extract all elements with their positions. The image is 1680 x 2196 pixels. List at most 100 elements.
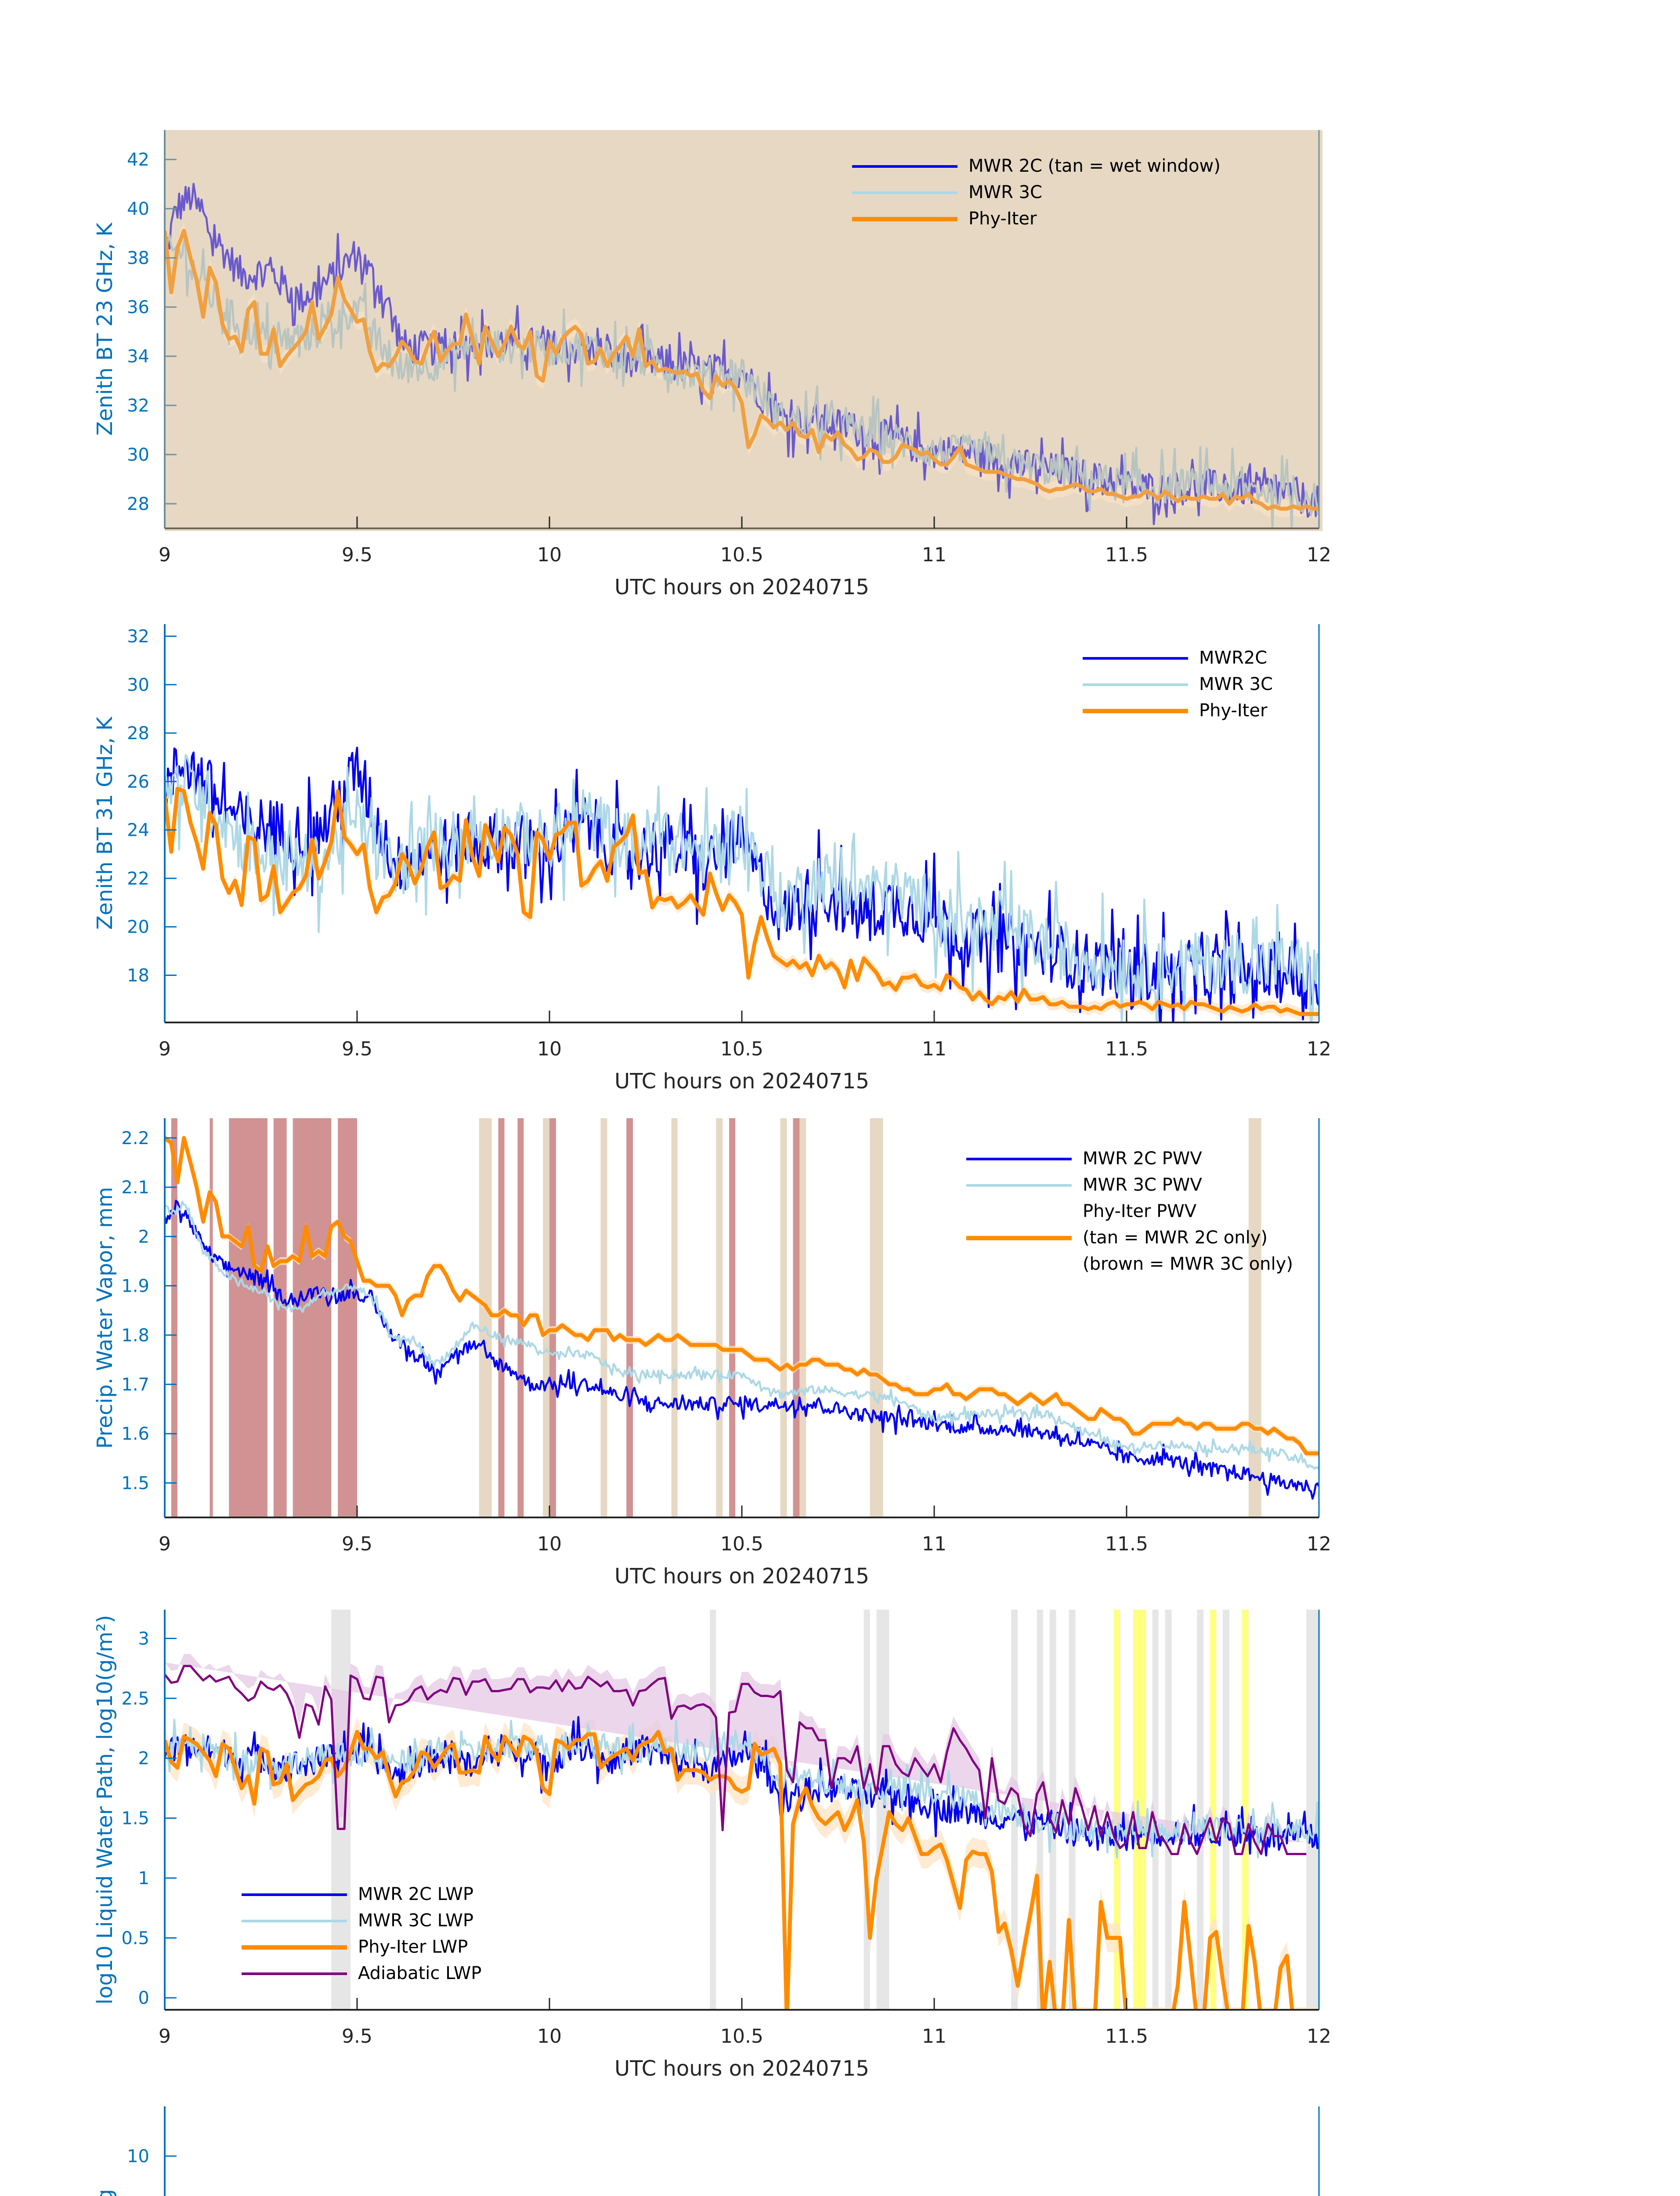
shaded-region-brown xyxy=(338,1118,357,1517)
plot-area xyxy=(165,1610,1319,2010)
shaded-region-brown xyxy=(549,1118,556,1517)
shaded-region-yellow xyxy=(1242,1610,1249,2010)
legend-entry-label: MWR 2C PWV xyxy=(1083,1149,1202,1169)
x-tick-label: 11 xyxy=(922,1533,947,1555)
series-line-mwr-3c xyxy=(165,234,1319,528)
y-tick-label: 22 xyxy=(127,869,149,889)
y-tick-label: 42 xyxy=(127,150,149,170)
x-tick-label: 10.5 xyxy=(720,1038,763,1060)
x-tick-label: 11.5 xyxy=(1105,1533,1148,1555)
shaded-region-gray xyxy=(1152,1610,1159,2010)
y-axis-label: log10 Liquid Water Path, log10(g/m²) xyxy=(93,1615,117,2005)
x-tick-label: 11.5 xyxy=(1105,544,1148,566)
y-tick-label: 30 xyxy=(127,675,149,695)
y-tick-label: 40 xyxy=(127,199,149,219)
shaded-region-tan xyxy=(600,1118,607,1517)
shaded-region-brown xyxy=(498,1118,505,1517)
legend: MWR 2C PWV MWR 3C PWV Phy-Iter PWV (tan = M… xyxy=(966,1149,1293,1274)
x-tick-label: 10 xyxy=(537,1038,562,1060)
x-tick-label: 11 xyxy=(922,2025,947,2048)
shaded-region-yellow xyxy=(1210,1610,1217,2010)
y-tick-label: 2.1 xyxy=(121,1177,149,1198)
series-line-phy-iter xyxy=(165,229,1319,511)
y-tick-label: 30 xyxy=(127,445,149,465)
legend-entry-label: Adiabatic LWP xyxy=(358,1963,481,1983)
legend-entry-label: MWR 3C LWP xyxy=(358,1911,473,1931)
series-line-mwr-3c-pwv xyxy=(165,1200,1319,1470)
x-tick-label: 12 xyxy=(1307,1038,1331,1060)
x-tick-label: 9.5 xyxy=(342,2025,372,2048)
y-tick-label: 1.8 xyxy=(121,1326,149,1346)
x-tick-label: 12 xyxy=(1307,2025,1331,2048)
x-tick-label: 11 xyxy=(922,1038,947,1060)
shaded-region-yellow xyxy=(1114,1610,1120,2010)
y-axis-label: Zenith BT 23 GHz, K xyxy=(93,222,117,436)
legend-entry-label: MWR 2C (tan = wet window) xyxy=(968,156,1221,176)
legend-entry-label: MWR 3C xyxy=(968,182,1042,202)
legend-entry-label: Phy-Iter LWP xyxy=(358,1937,468,1957)
shaded-region-tan xyxy=(1248,1118,1261,1517)
series-line-mwr-3c xyxy=(165,754,1319,1022)
y-tick-label: 24 xyxy=(127,820,149,841)
x-axis-label: UTC hours on 20240715 xyxy=(614,2056,869,2081)
y-tick-label: 36 xyxy=(127,297,149,318)
y-tick-label: 3 xyxy=(138,1629,149,1649)
y-tick-label: 1.7 xyxy=(121,1375,149,1395)
y-tick-label: 2.2 xyxy=(121,1128,149,1149)
y-axis-label: Zenith BT 31 GHz, K xyxy=(93,716,117,930)
x-tick-label: 10 xyxy=(537,2025,562,2048)
x-tick-label: 10.5 xyxy=(720,544,763,566)
x-tick-label: 11 xyxy=(922,544,947,566)
plot-area xyxy=(165,183,1319,528)
x-tick-label: 9.5 xyxy=(342,1533,372,1555)
x-tick-label: 9 xyxy=(159,1038,171,1060)
y-tick-label: 18 xyxy=(127,965,149,986)
shaded-region-brown xyxy=(793,1118,800,1517)
y-tick-label: 0.5 xyxy=(121,1928,149,1948)
legend-entry-label: Phy-Iter xyxy=(1199,701,1268,721)
legend-entry-label: (tan = MWR 2C only) xyxy=(1083,1228,1268,1248)
shaded-region-tan xyxy=(716,1118,723,1517)
y-tick-label: 28 xyxy=(127,494,149,514)
shaded-region-tan xyxy=(780,1118,787,1517)
panel-1: 28 30 32 34 36 38 40 42 9 9.5 10 10.5 11 11.5 12 UTC ho… xyxy=(93,130,1331,600)
y-tick-label: 1 xyxy=(138,1868,149,1889)
shaded-region-brown xyxy=(171,1118,177,1517)
y-tick-label: 32 xyxy=(127,627,149,647)
y-tick-label: 28 xyxy=(127,723,149,744)
x-tick-label: 10 xyxy=(537,1533,562,1555)
legend-entry-label: MWR 3C PWV xyxy=(1083,1175,1202,1195)
uncertainty-band-adiabatic xyxy=(165,1654,1307,1842)
y-tick-label: 20 xyxy=(127,917,149,937)
x-tick-label: 10.5 xyxy=(720,2025,763,2048)
y-tick-label: 34 xyxy=(127,347,149,367)
y-tick-label: 2 xyxy=(138,1227,149,1247)
y-tick-label: 0 xyxy=(138,1988,149,2008)
series-line-phy-iter xyxy=(165,787,1319,1016)
series-line-phy-iter-pwv xyxy=(165,1136,1319,1456)
shaded-region-brown xyxy=(293,1118,332,1517)
series-line-phy-iter-lwp xyxy=(165,1730,1294,2010)
x-tick-label: 12 xyxy=(1307,544,1331,566)
y-axis-label: Precip. Water Vapor, mm xyxy=(93,1187,117,1448)
legend: MWR 2C LWP MWR 3C LWP Phy-Iter LWP Adiabati… xyxy=(242,1884,481,1983)
x-tick-label: 9.5 xyxy=(342,544,372,566)
shaded-region-brown xyxy=(210,1118,213,1517)
plot-area xyxy=(165,1118,1319,1517)
x-tick-label: 9 xyxy=(159,2025,171,2048)
shaded-region-brown xyxy=(273,1118,287,1517)
x-tick-label: 10.5 xyxy=(720,1533,763,1555)
x-axis-label: UTC hours on 20240715 xyxy=(614,575,869,600)
shaded-region-gray xyxy=(710,1610,716,2010)
x-axis-label: UTC hours on 20240715 xyxy=(614,1564,869,1589)
panel-3: 1.5 1.6 1.7 1.8 1.9 2 2.1 2.2 9 9.5 10 10.5 11 11.5 12… xyxy=(93,1118,1331,1589)
shaded-region-gray xyxy=(1197,1610,1204,2010)
legend: MWR 2C (tan = wet window) MWR 3C Phy-Iter xyxy=(852,156,1221,229)
x-tick-label: 11.5 xyxy=(1105,1038,1148,1060)
x-tick-label: 9 xyxy=(159,1533,171,1555)
y-axis-label: MWR Phy Iter DQ Flag xyxy=(93,2189,117,2196)
x-tick-label: 12 xyxy=(1307,1533,1331,1555)
x-tick-label: 11.5 xyxy=(1105,2025,1148,2048)
